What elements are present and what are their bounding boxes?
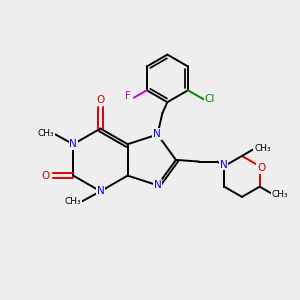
Text: N: N — [154, 180, 161, 190]
Text: CH₃: CH₃ — [254, 143, 271, 152]
Text: N: N — [220, 160, 227, 170]
Text: O: O — [41, 171, 50, 181]
Text: Cl: Cl — [205, 94, 215, 104]
Text: CH₃: CH₃ — [272, 190, 289, 199]
Text: CH₃: CH₃ — [38, 129, 54, 138]
Text: CH₃: CH₃ — [65, 197, 81, 206]
Text: N: N — [153, 129, 161, 139]
Text: O: O — [257, 163, 266, 173]
Text: N: N — [69, 139, 77, 149]
Text: F: F — [125, 91, 131, 101]
Text: N: N — [97, 186, 104, 196]
Text: O: O — [96, 95, 105, 105]
